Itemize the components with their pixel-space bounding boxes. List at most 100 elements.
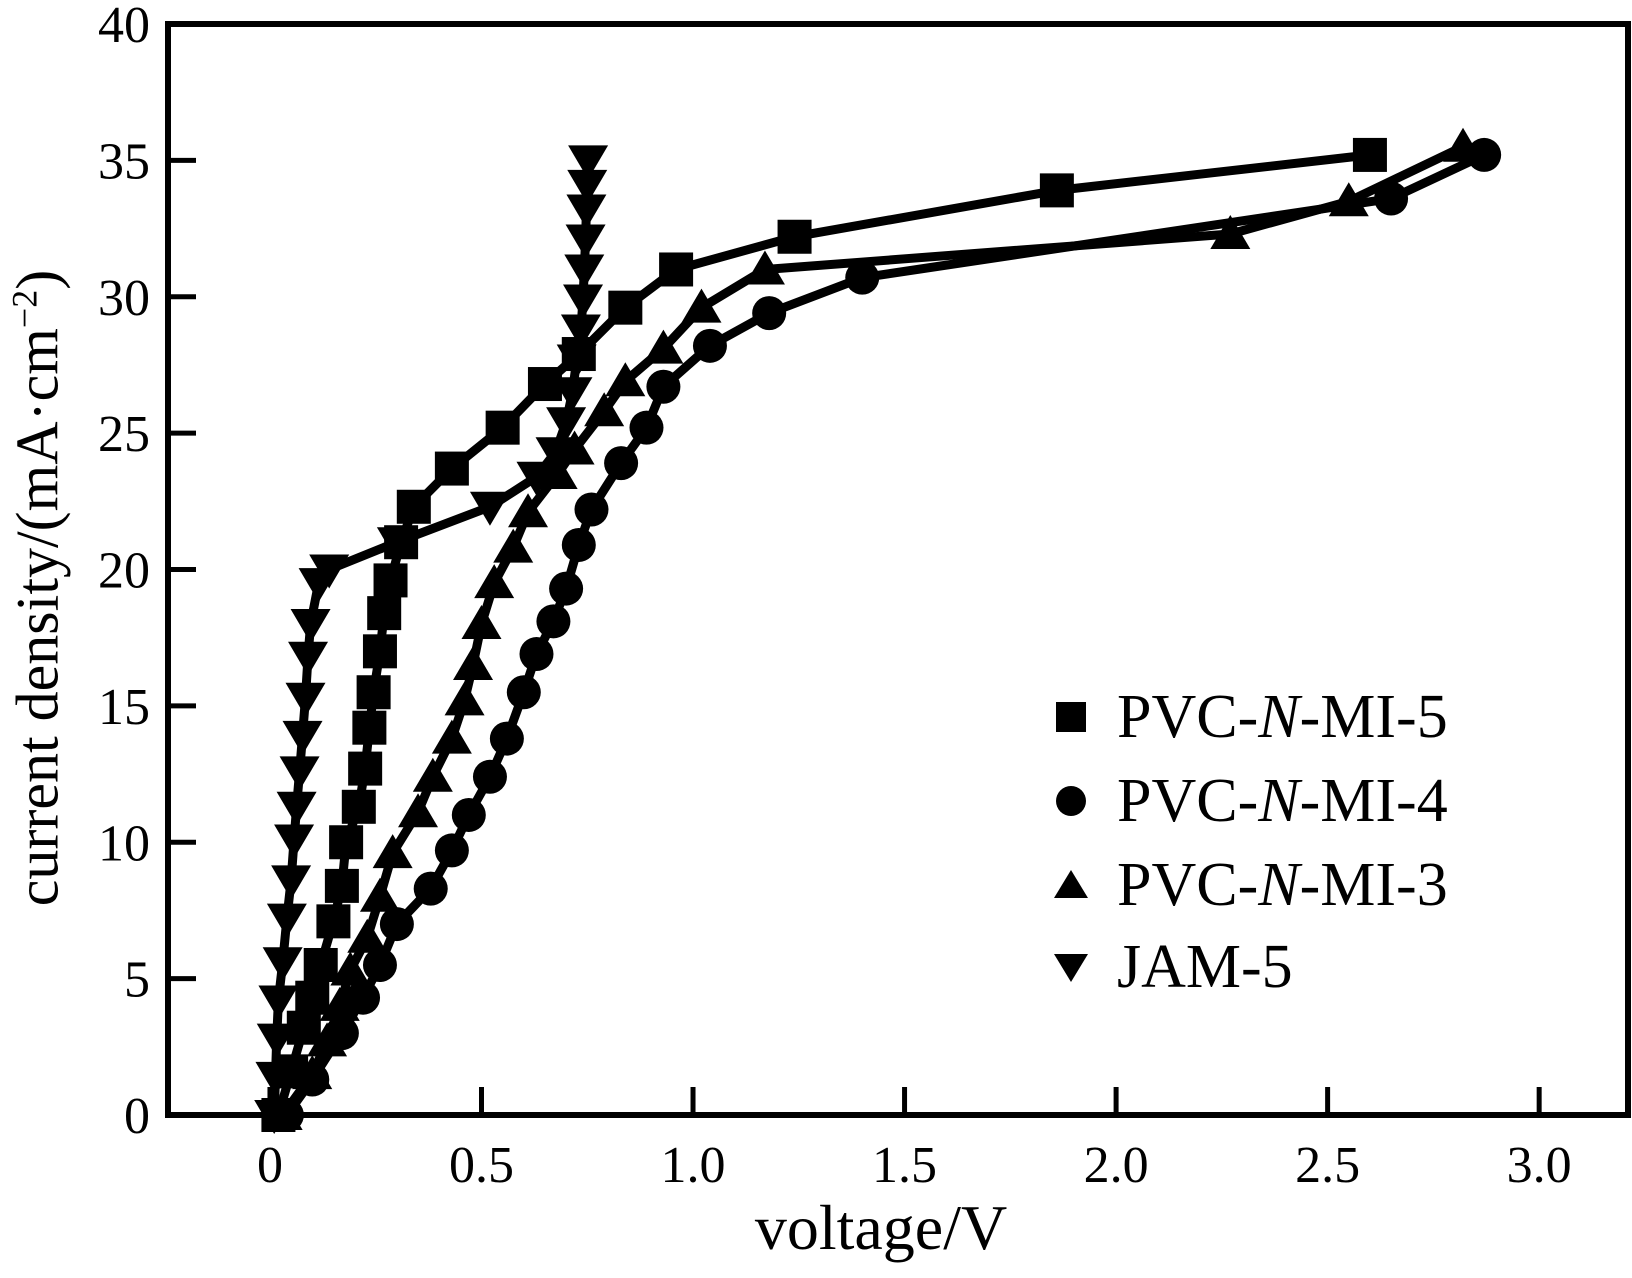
legend-label-pre: PVC-	[1117, 851, 1259, 919]
triangle-up-marker-icon	[412, 757, 453, 792]
x-tick-label: 1.0	[661, 1137, 726, 1194]
circle-marker-icon	[629, 410, 664, 445]
square-marker-icon	[1352, 137, 1387, 172]
legend-item-pvc-n-mi-3: PVC-N-MI-3	[1053, 854, 1448, 916]
y-tick-label: 25	[98, 406, 150, 463]
legend-label-post: -MI-3	[1299, 851, 1448, 919]
square-marker-icon	[373, 563, 408, 598]
square-marker-icon	[777, 219, 812, 254]
square-marker-icon	[367, 596, 402, 631]
circle-marker-icon	[506, 675, 541, 710]
legend-label-pre: PVC-	[1117, 767, 1259, 835]
triangle-down-marker-icon	[564, 254, 605, 289]
triangle-up-marker-icon	[330, 951, 371, 986]
triangle-up-marker-icon	[444, 681, 485, 716]
series-jam-5	[254, 145, 609, 1134]
triangle-up-marker-icon	[493, 528, 534, 563]
circle-marker-icon	[536, 604, 571, 639]
y-axis-title-superscript: −2	[4, 289, 45, 329]
triangle-down-marker-icon	[255, 1061, 296, 1096]
triangle-down-marker-icon	[309, 554, 350, 589]
triangle-up-marker-icon	[1328, 182, 1369, 217]
triangle-up-marker-icon	[461, 605, 502, 640]
triangle-up-marker-icon	[508, 493, 549, 528]
square-marker-icon	[396, 489, 431, 524]
y-axis-title: current density/(mA·cm−2)	[4, 270, 73, 906]
triangle-up-marker-icon	[537, 455, 578, 490]
legend-label-post: -MI-5	[1299, 683, 1448, 751]
circle-marker-icon	[413, 871, 448, 906]
legend-item-jam-5: JAM-5	[1053, 936, 1293, 998]
triangle-up-marker-icon	[319, 986, 360, 1021]
legend-label: PVC-N-MI-4	[1117, 770, 1448, 832]
legend-label: PVC-N-MI-3	[1117, 854, 1448, 916]
legend-label-italic: N	[1258, 767, 1300, 835]
x-axis: 0 0.5 1.0 1.5 2.0 2.5 3.0	[257, 1087, 1572, 1194]
triangle-down-marker-icon	[469, 491, 510, 526]
triangle-up-marker-icon	[431, 719, 472, 754]
triangle-up-marker-icon	[347, 918, 388, 953]
circle-marker-icon	[752, 296, 787, 331]
square-marker-icon	[608, 290, 643, 325]
triangle-up-marker-icon	[1443, 127, 1484, 162]
square-marker-icon	[352, 710, 387, 745]
legend-label-italic: N	[1258, 683, 1300, 751]
circle-marker-icon	[451, 797, 486, 832]
triangle-down-marker-icon	[376, 527, 417, 562]
legend-label-pre: PVC-	[1117, 683, 1259, 751]
circle-marker-icon	[604, 446, 639, 481]
circle-marker-icon	[519, 637, 554, 672]
series-pvc-n-mi-4	[269, 137, 1502, 1132]
square-marker-icon	[434, 451, 469, 486]
y-tick-label: 5	[124, 952, 150, 1009]
triangle-down-marker-icon	[567, 169, 608, 204]
x-tick-label: 2.5	[1295, 1137, 1360, 1194]
triangle-down-marker-icon	[285, 682, 326, 717]
triangle-up-marker-icon	[554, 430, 595, 465]
triangle-down-marker-icon	[276, 791, 317, 826]
circle-marker-icon	[472, 759, 507, 794]
square-marker-icon	[303, 947, 338, 982]
square-marker-icon	[527, 367, 562, 402]
square-marker-icon	[659, 252, 694, 287]
y-axis-title-text: current density/(mA·cm	[4, 328, 71, 907]
square-marker-icon	[485, 410, 520, 445]
legend-label-post: -MI-4	[1299, 767, 1448, 835]
circle-marker-icon	[1056, 786, 1086, 816]
triangle-up-marker-icon	[292, 1055, 333, 1090]
triangle-up-marker-icon	[681, 288, 722, 323]
triangle-down-marker-icon	[271, 865, 312, 900]
y-tick-label: 30	[98, 270, 150, 327]
y-tick-label: 10	[98, 815, 150, 872]
triangle-down-marker-icon	[1054, 954, 1088, 982]
triangle-up-marker-icon	[605, 362, 646, 397]
y-tick-label: 20	[98, 543, 150, 600]
square-marker-icon	[362, 634, 397, 669]
circle-marker-icon	[362, 947, 397, 982]
x-tick-label: 0	[257, 1137, 283, 1194]
triangle-up-marker-icon	[372, 834, 413, 869]
square-marker-icon	[316, 904, 351, 939]
triangle-down-marker-icon	[274, 824, 315, 859]
triangle-down-marker-icon	[288, 641, 329, 676]
legend-label: PVC-N-MI-5	[1117, 686, 1448, 748]
x-tick-label: 0.5	[449, 1137, 514, 1194]
circle-marker-icon	[346, 980, 381, 1015]
y-tick-label: 15	[98, 679, 150, 736]
circle-marker-icon	[574, 492, 609, 527]
triangle-up-marker-icon	[307, 1022, 348, 1057]
triangle-up-marker-icon	[474, 564, 515, 599]
x-tick-label: 2.0	[1084, 1137, 1149, 1194]
square-marker-icon	[1039, 173, 1074, 208]
triangle-up-marker-icon	[398, 793, 439, 828]
x-axis-title: voltage/V	[755, 1191, 1007, 1265]
square-marker-icon	[329, 825, 364, 860]
triangle-up-marker-icon	[584, 392, 625, 427]
triangle-down-marker-icon	[516, 461, 557, 496]
legend-label-italic: N	[1258, 851, 1300, 919]
y-axis: 0 5 10 15 20 25 30 35 40	[98, 0, 196, 1145]
triangle-down-marker-icon	[556, 344, 597, 379]
triangle-up-marker-icon	[643, 329, 684, 364]
square-marker-icon	[341, 789, 376, 824]
circle-marker-icon	[434, 833, 469, 868]
